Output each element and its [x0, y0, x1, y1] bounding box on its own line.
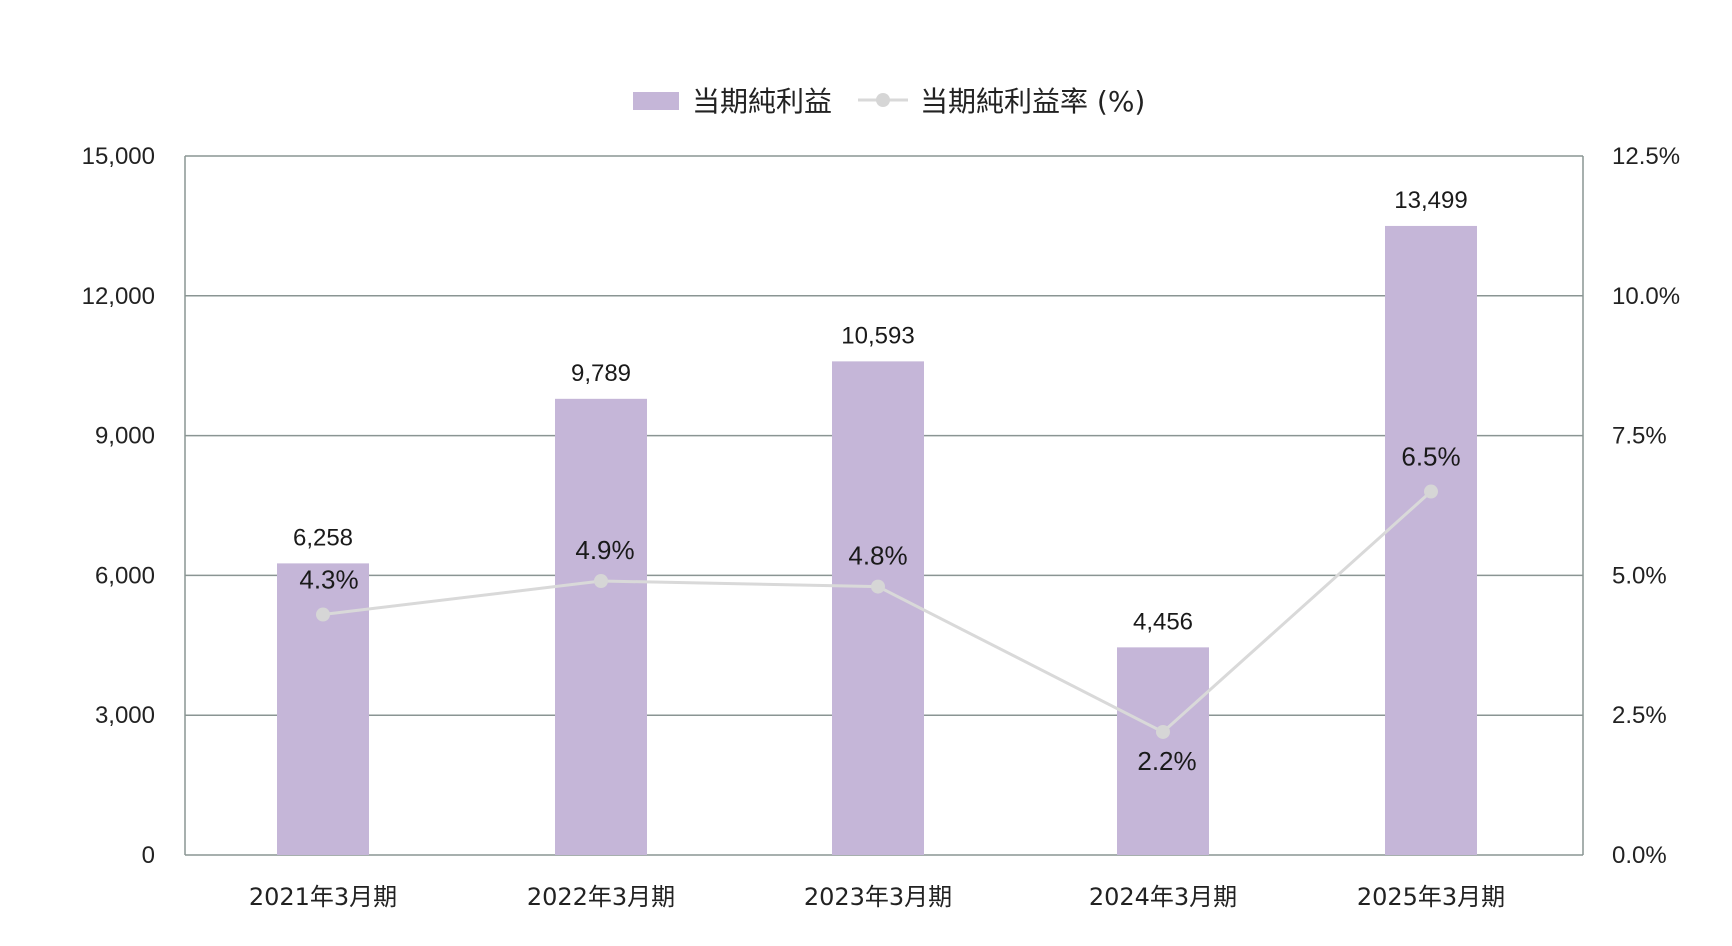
line-point	[1156, 724, 1170, 739]
line-point	[316, 607, 330, 622]
bar	[832, 361, 924, 855]
bar-value-label: 4,456	[1133, 608, 1193, 635]
legend-bar-swatch	[633, 92, 679, 110]
line-value-labels: 4.3% 4.9% 4.8% 2.2% 6.5%	[299, 442, 1460, 776]
legend-line-marker	[876, 93, 890, 107]
line-value-label: 2.2%	[1137, 746, 1196, 776]
line-series	[316, 484, 1438, 739]
bar	[1117, 647, 1209, 855]
left-tick-label: 6,000	[95, 562, 155, 589]
bar-value-label: 6,258	[293, 524, 353, 551]
line-point	[594, 573, 608, 588]
category-label: 2025年3月期	[1357, 883, 1505, 911]
bar	[1385, 225, 1477, 855]
category-label: 2024年3月期	[1089, 883, 1237, 911]
right-tick-label: 7.5%	[1612, 423, 1667, 450]
legend-bar-label: 当期純利益	[692, 85, 832, 118]
left-tick-label: 0	[142, 842, 155, 869]
left-tick-label: 12,000	[82, 283, 155, 310]
line-value-label: 4.9%	[575, 535, 634, 565]
line-value-label: 4.8%	[848, 541, 907, 571]
line-value-label: 4.3%	[299, 565, 358, 595]
right-tick-label: 10.0%	[1612, 283, 1680, 310]
bar-value-label: 13,499	[1394, 187, 1467, 214]
left-tick-label: 9,000	[95, 423, 155, 450]
line-point	[1424, 484, 1438, 499]
bar-value-label: 9,789	[571, 360, 631, 387]
category-label: 2022年3月期	[527, 883, 675, 911]
line-point	[871, 579, 885, 594]
legend-line-label: 当期純利益率 (%)	[920, 85, 1145, 118]
right-tick-label: 5.0%	[1612, 562, 1667, 589]
bar-value-labels: 6,258 9,789 10,593 4,456 13,499	[293, 187, 1468, 635]
right-tick-label: 12.5%	[1612, 143, 1680, 170]
right-tick-label: 2.5%	[1612, 702, 1667, 729]
bar	[555, 398, 647, 855]
category-label: 2021年3月期	[249, 883, 397, 911]
left-tick-label: 3,000	[95, 702, 155, 729]
category-label: 2023年3月期	[804, 883, 952, 911]
axes: 0 3,000 6,000 9,000 12,000 15,000 0.0% 2.5% 5.0%…	[82, 143, 1680, 911]
right-tick-label: 0.0%	[1612, 842, 1667, 869]
left-tick-label: 15,000	[82, 143, 155, 170]
bar-series	[277, 225, 1477, 855]
bar-value-label: 10,593	[841, 322, 914, 349]
bar	[277, 563, 369, 855]
legend: 当期純利益 当期純利益率 (%)	[633, 85, 1145, 118]
line-value-label: 6.5%	[1401, 442, 1460, 472]
